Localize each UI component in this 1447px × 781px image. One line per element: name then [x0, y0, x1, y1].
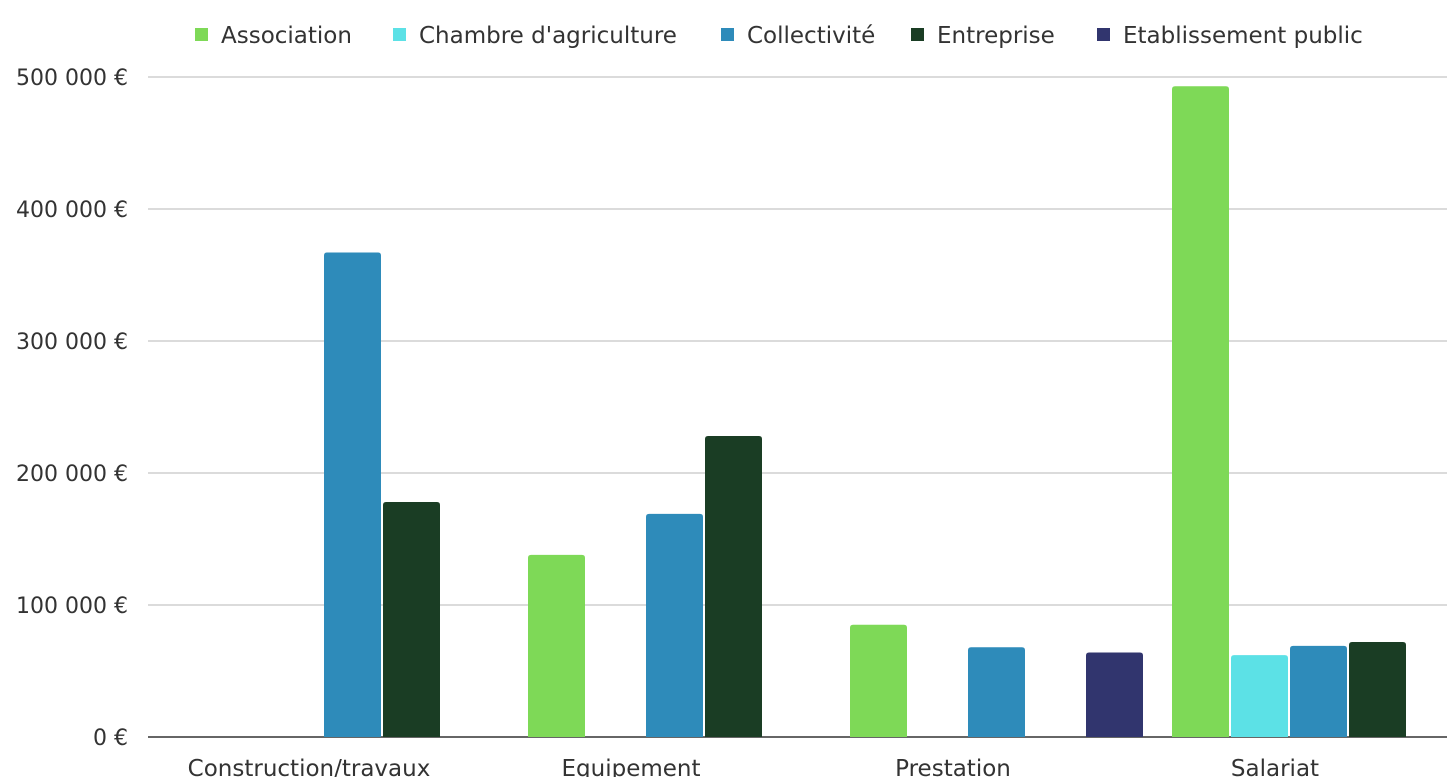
bars: [324, 86, 1406, 738]
y-tick-label: 100 000 €: [16, 594, 128, 619]
x-category-label: Prestation: [895, 756, 1011, 777]
y-tick-label: 200 000 €: [16, 462, 128, 487]
y-axis-ticks: 0 € 100 000 € 200 000 € 300 000 € 400 000 € 5…: [16, 66, 128, 751]
legend-swatch: [721, 28, 734, 41]
x-category-label: Construction/travaux: [188, 756, 431, 777]
bar: [646, 513, 703, 737]
y-tick-label: 300 000 €: [16, 330, 128, 355]
legend: Association Chambre d'agriculture Collecti…: [195, 23, 1363, 49]
bar: [1172, 86, 1229, 738]
legend-swatch: [393, 28, 406, 41]
y-tick-label: 0 €: [93, 726, 128, 751]
bar: [968, 647, 1025, 737]
x-category-label: Equipement: [562, 756, 701, 777]
y-tick-label: 500 000 €: [16, 66, 128, 91]
bar: [324, 252, 381, 737]
legend-swatch: [1097, 28, 1110, 41]
legend-label: Etablissement public: [1123, 23, 1363, 49]
legend-label: Association: [221, 23, 352, 49]
bar: [1349, 641, 1406, 737]
legend-label: Entreprise: [937, 23, 1055, 49]
bar: [850, 624, 907, 737]
y-tick-label: 400 000 €: [16, 198, 128, 223]
legend-label: Collectivité: [747, 23, 875, 49]
legend-swatch: [911, 28, 924, 41]
bar: [383, 502, 440, 737]
x-axis-categories: Construction/travaux Equipement Prestation…: [188, 756, 1319, 781]
x-category-label: Salariat: [1231, 756, 1319, 777]
bar: [705, 436, 762, 737]
legend-label: Chambre d'agriculture: [419, 23, 677, 49]
bar: [1231, 655, 1288, 737]
bar: [1290, 645, 1347, 737]
legend-swatch: [195, 28, 208, 41]
bar: [528, 554, 585, 737]
bar: [1086, 652, 1143, 737]
